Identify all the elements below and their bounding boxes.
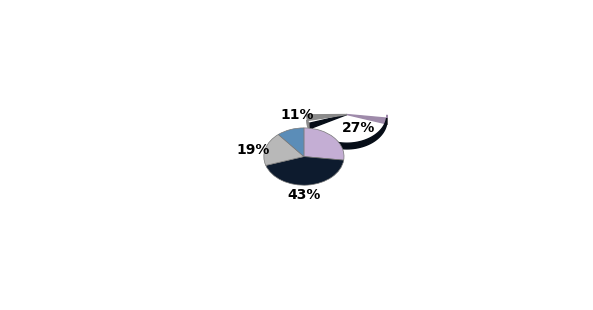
- Text: 19%: 19%: [237, 143, 270, 157]
- Polygon shape: [307, 114, 347, 129]
- Wedge shape: [266, 157, 344, 185]
- Polygon shape: [309, 114, 387, 149]
- Text: 11%: 11%: [280, 108, 314, 122]
- Wedge shape: [264, 135, 304, 166]
- Wedge shape: [278, 128, 304, 157]
- Polygon shape: [347, 114, 387, 124]
- Wedge shape: [304, 128, 344, 160]
- Text: 43%: 43%: [287, 188, 321, 202]
- Text: 27%: 27%: [342, 121, 375, 135]
